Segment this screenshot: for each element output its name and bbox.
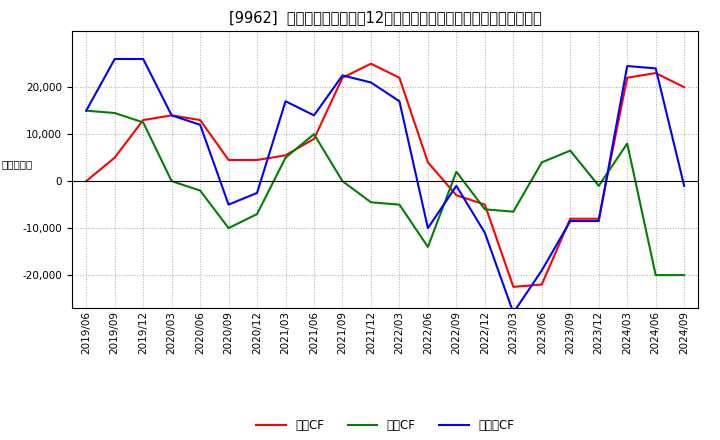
投資CF bbox=[366, 200, 375, 205]
投資CF bbox=[452, 169, 461, 174]
投資CF bbox=[652, 272, 660, 278]
フリーCF bbox=[652, 66, 660, 71]
投資CF bbox=[595, 183, 603, 188]
営業CF bbox=[566, 216, 575, 221]
営業CF bbox=[595, 216, 603, 221]
営業CF bbox=[110, 155, 119, 160]
投資CF bbox=[623, 141, 631, 146]
営業CF bbox=[82, 179, 91, 184]
投資CF bbox=[680, 272, 688, 278]
Y-axis label: （百万円）: （百万円） bbox=[1, 159, 32, 169]
フリーCF bbox=[537, 268, 546, 273]
フリーCF bbox=[110, 56, 119, 62]
フリーCF bbox=[82, 108, 91, 114]
営業CF bbox=[423, 160, 432, 165]
投資CF bbox=[480, 207, 489, 212]
フリーCF bbox=[623, 63, 631, 69]
フリーCF bbox=[167, 113, 176, 118]
営業CF bbox=[537, 282, 546, 287]
フリーCF bbox=[595, 218, 603, 224]
営業CF bbox=[253, 158, 261, 163]
営業CF bbox=[480, 202, 489, 207]
フリーCF bbox=[253, 190, 261, 195]
Line: フリーCF: フリーCF bbox=[86, 59, 684, 313]
営業CF bbox=[395, 75, 404, 81]
フリーCF bbox=[452, 183, 461, 188]
投資CF bbox=[82, 108, 91, 114]
営業CF bbox=[623, 75, 631, 81]
営業CF bbox=[680, 84, 688, 90]
営業CF bbox=[196, 117, 204, 123]
営業CF bbox=[225, 158, 233, 163]
フリーCF bbox=[366, 80, 375, 85]
投資CF bbox=[196, 188, 204, 193]
投資CF bbox=[282, 155, 290, 160]
投資CF bbox=[167, 179, 176, 184]
投資CF bbox=[566, 148, 575, 153]
投資CF bbox=[423, 244, 432, 249]
投資CF bbox=[253, 211, 261, 216]
営業CF bbox=[282, 153, 290, 158]
投資CF bbox=[110, 110, 119, 116]
フリーCF bbox=[310, 113, 318, 118]
営業CF bbox=[167, 113, 176, 118]
営業CF bbox=[652, 70, 660, 76]
営業CF bbox=[338, 75, 347, 81]
フリーCF bbox=[423, 225, 432, 231]
営業CF bbox=[452, 193, 461, 198]
フリーCF bbox=[480, 230, 489, 235]
Legend: 営業CF, 投資CF, フリーCF: 営業CF, 投資CF, フリーCF bbox=[256, 419, 514, 432]
投資CF bbox=[537, 160, 546, 165]
営業CF bbox=[139, 117, 148, 123]
投資CF bbox=[225, 225, 233, 231]
投資CF bbox=[139, 120, 148, 125]
フリーCF bbox=[282, 99, 290, 104]
フリーCF bbox=[338, 73, 347, 78]
フリーCF bbox=[509, 310, 518, 315]
フリーCF bbox=[680, 183, 688, 188]
営業CF bbox=[310, 136, 318, 142]
営業CF bbox=[366, 61, 375, 66]
Title: [9962]  キャッシュフローの12か月移動合計の対前年同期増減額の推移: [9962] キャッシュフローの12か月移動合計の対前年同期増減額の推移 bbox=[229, 11, 541, 26]
営業CF bbox=[509, 284, 518, 290]
フリーCF bbox=[196, 122, 204, 128]
Line: 営業CF: 営業CF bbox=[86, 64, 684, 287]
フリーCF bbox=[395, 99, 404, 104]
投資CF bbox=[310, 132, 318, 137]
フリーCF bbox=[566, 218, 575, 224]
フリーCF bbox=[139, 56, 148, 62]
投資CF bbox=[395, 202, 404, 207]
投資CF bbox=[338, 179, 347, 184]
フリーCF bbox=[225, 202, 233, 207]
Line: 投資CF: 投資CF bbox=[86, 111, 684, 275]
投資CF bbox=[509, 209, 518, 214]
